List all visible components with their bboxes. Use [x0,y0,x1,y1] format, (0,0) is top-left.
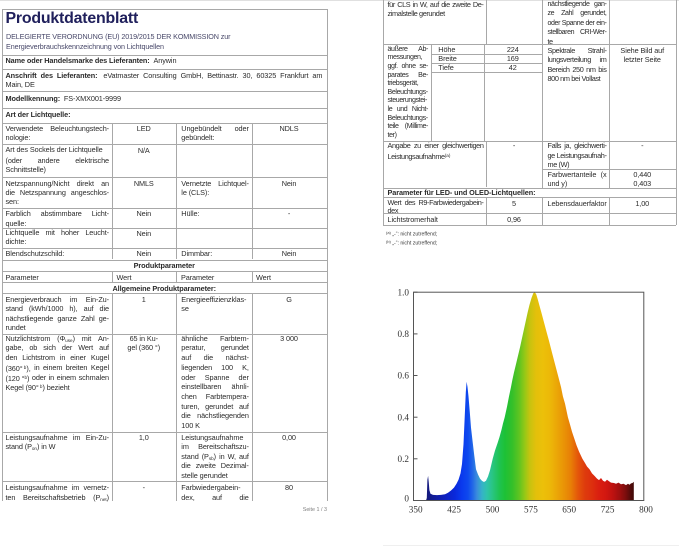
svg-text:0.4: 0.4 [398,412,410,422]
svg-text:0.6: 0.6 [398,371,410,381]
svg-text:0.2: 0.2 [398,454,410,464]
svg-text:350: 350 [409,504,423,514]
svg-text:500: 500 [486,504,500,514]
svg-text:650: 650 [562,504,576,514]
svg-text:425: 425 [447,504,461,514]
svg-text:0.8: 0.8 [398,329,410,339]
svg-text:0: 0 [404,494,409,504]
svg-text:575: 575 [524,504,538,514]
svg-text:725: 725 [601,504,615,514]
svg-text:800: 800 [639,504,653,514]
svg-text:1.0: 1.0 [398,287,410,297]
